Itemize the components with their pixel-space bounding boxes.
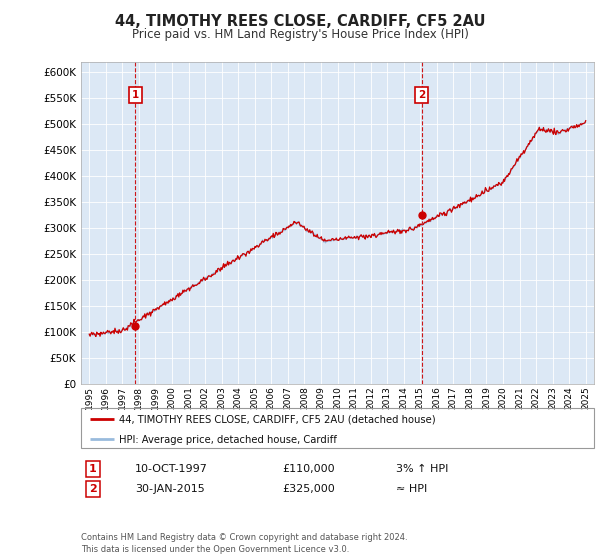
Text: 44, TIMOTHY REES CLOSE, CARDIFF, CF5 2AU: 44, TIMOTHY REES CLOSE, CARDIFF, CF5 2AU xyxy=(115,14,485,29)
Text: 2: 2 xyxy=(89,484,97,494)
Text: £110,000: £110,000 xyxy=(282,464,335,474)
Text: Contains HM Land Registry data © Crown copyright and database right 2024.
This d: Contains HM Land Registry data © Crown c… xyxy=(81,533,407,554)
Text: 1: 1 xyxy=(131,90,139,100)
Text: HPI: Average price, detached house, Cardiff: HPI: Average price, detached house, Card… xyxy=(119,435,337,445)
Text: 3% ↑ HPI: 3% ↑ HPI xyxy=(396,464,448,474)
Text: Price paid vs. HM Land Registry's House Price Index (HPI): Price paid vs. HM Land Registry's House … xyxy=(131,28,469,41)
Text: ≈ HPI: ≈ HPI xyxy=(396,484,427,494)
Text: 44, TIMOTHY REES CLOSE, CARDIFF, CF5 2AU (detached house): 44, TIMOTHY REES CLOSE, CARDIFF, CF5 2AU… xyxy=(119,414,436,424)
Text: 1: 1 xyxy=(89,464,97,474)
Text: £325,000: £325,000 xyxy=(282,484,335,494)
Text: 2: 2 xyxy=(418,90,425,100)
Text: 10-OCT-1997: 10-OCT-1997 xyxy=(135,464,208,474)
Text: 30-JAN-2015: 30-JAN-2015 xyxy=(135,484,205,494)
